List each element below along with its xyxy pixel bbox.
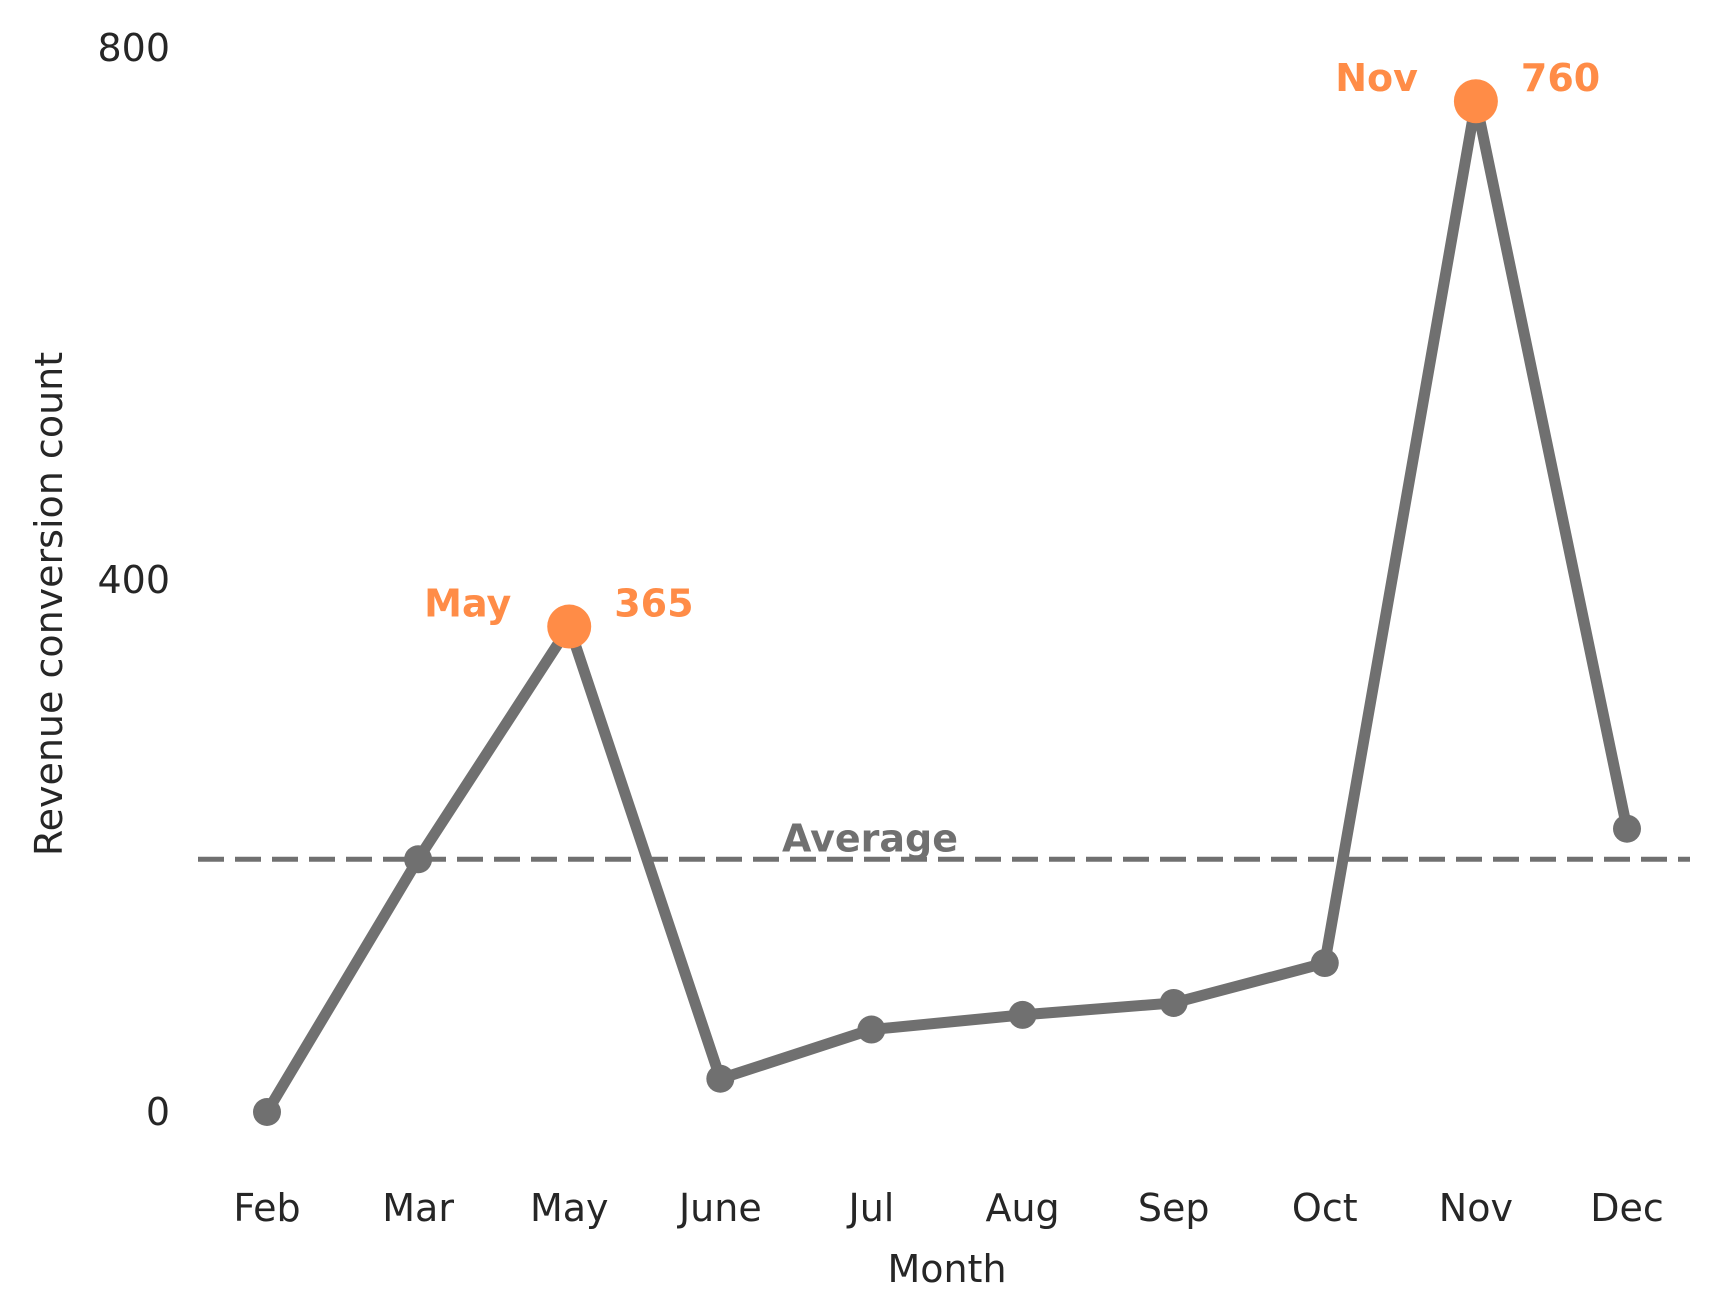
highlight-labels: May 365 Nov 760 [424,56,1600,625]
data-point-jul [857,1015,886,1044]
x-axis-ticks: Feb Mar May June Jul Aug Sep Oct Nov Dec [233,1186,1663,1230]
x-tick-label: Oct [1292,1186,1358,1230]
x-tick-label: Jul [847,1186,895,1230]
data-point-sep [1159,988,1188,1017]
data-point-dec [1613,814,1641,843]
average-label: Average [782,816,958,860]
data-point-nov [1453,79,1498,124]
x-tick-label: Sep [1138,1186,1210,1230]
x-tick-label: Nov [1439,1186,1513,1230]
y-tick-label: 0 [146,1090,170,1134]
data-point-may [547,604,592,649]
y-axis-ticks: 0 400 800 [97,26,170,1134]
x-tick-label: Dec [1590,1186,1664,1230]
data-point-oct [1310,949,1339,978]
highlight-category-label: Nov [1335,56,1418,100]
x-tick-label: June [677,1186,762,1230]
y-tick-label: 400 [97,558,170,602]
x-tick-label: May [530,1186,609,1230]
data-point-june [706,1064,735,1093]
y-axis-title: Revenue conversion count [27,352,71,856]
highlight-category-label: May [424,582,511,626]
highlight-value-label: 760 [1521,56,1600,100]
data-point-mar [404,845,433,874]
data-point-aug [1008,1000,1037,1029]
highlight-value-label: 365 [614,582,693,626]
series-line [261,95,1633,1118]
y-tick-label: 800 [97,26,170,70]
x-tick-label: Mar [382,1186,454,1230]
x-axis-title: Month [887,1247,1006,1291]
x-tick-label: Feb [233,1186,300,1230]
x-tick-label: Aug [985,1186,1059,1230]
average-group: Average [198,816,1690,862]
data-point-feb [253,1098,281,1126]
series-group [253,79,1641,1126]
